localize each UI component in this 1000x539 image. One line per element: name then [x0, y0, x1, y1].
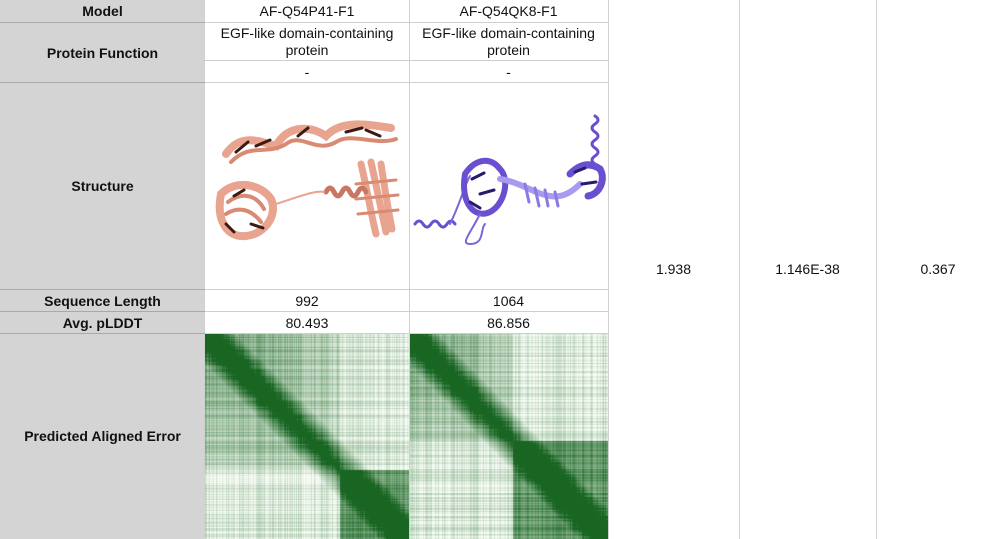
model-1-function: EGF-like domain-containing protein — [220, 25, 394, 58]
model-1-id: AF-Q54P41-F1 — [259, 3, 355, 19]
score-evalue: 1.146E-38 — [775, 261, 840, 277]
model-1-structure-image — [206, 84, 409, 290]
header-avg-plddt: Avg. pLDDT — [0, 312, 205, 334]
header-protein-function: Protein Function — [0, 23, 205, 83]
model-1-pae-heatmap — [205, 334, 409, 539]
header-predicted-aligned-error: Predicted Aligned Error — [0, 334, 205, 539]
score-rmsd: 0.367 — [920, 261, 956, 277]
model-2-sequence-length: 1064 — [492, 292, 525, 309]
header-model: Model — [0, 0, 205, 23]
model-2-function: EGF-like domain-containing protein — [422, 25, 595, 58]
model-1-avg-plddt: 80.493 — [285, 314, 329, 331]
model-2-pae-heatmap — [409, 334, 608, 539]
model-2-structure-image — [410, 84, 608, 290]
score-tm: 1.938 — [655, 261, 692, 277]
model-1-sequence-length: 992 — [295, 292, 319, 309]
model-1-extra: - — [304, 63, 310, 80]
header-sequence-length: Sequence Length — [0, 290, 205, 312]
model-2-avg-plddt: 86.856 — [487, 314, 530, 331]
model-2-id: AF-Q54QK8-F1 — [459, 3, 558, 19]
model-2-extra: - — [506, 63, 511, 80]
header-structure: Structure — [0, 83, 205, 290]
